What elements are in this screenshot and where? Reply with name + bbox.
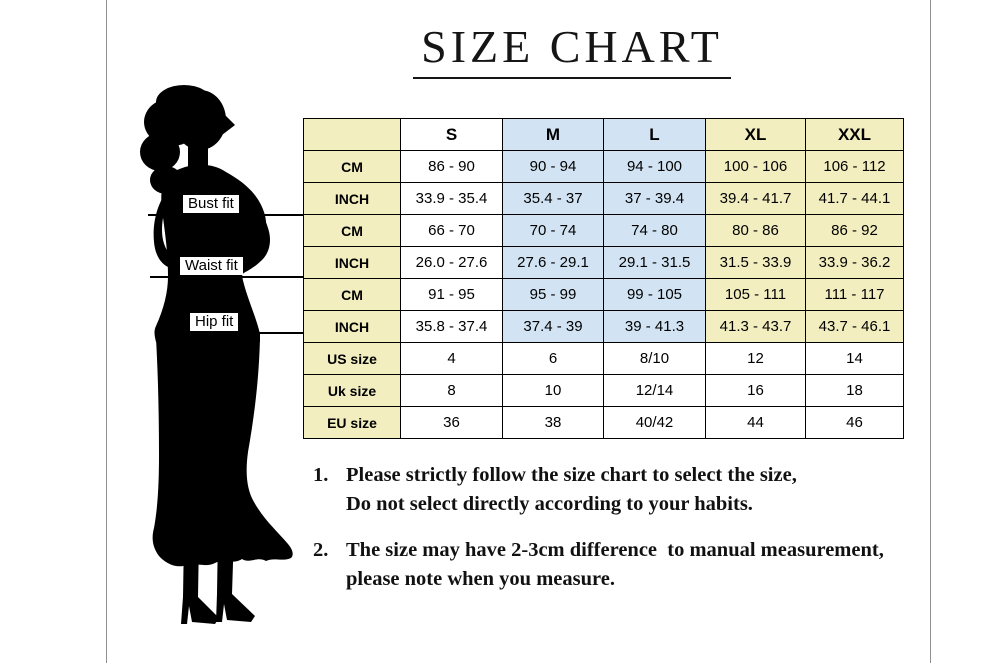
size-cell: 99 - 105 bbox=[603, 278, 706, 311]
note-item-2: 2. The size may have 2-3cm difference to… bbox=[313, 536, 978, 594]
table-row-eu-size: EU size 36 38 40/42 44 46 bbox=[303, 406, 904, 439]
size-cell: 39.4 - 41.7 bbox=[705, 182, 806, 215]
size-cell: 8 bbox=[400, 374, 503, 407]
size-cell: 80 - 86 bbox=[705, 214, 806, 247]
row-label: INCH bbox=[303, 310, 401, 343]
title-underline bbox=[413, 77, 731, 79]
table-row-hip-cm: CM 91 - 95 95 - 99 99 - 105 105 - 111 11… bbox=[303, 278, 904, 311]
header-cell-l: L bbox=[603, 118, 706, 151]
note-text-line: Do not select directly according to your… bbox=[346, 493, 753, 515]
size-cell: 70 - 74 bbox=[502, 214, 604, 247]
right-border-line bbox=[930, 0, 931, 663]
size-cell: 94 - 100 bbox=[603, 150, 706, 183]
size-notes: 1. Please strictly follow the size chart… bbox=[313, 461, 978, 611]
table-row-us-size: US size 4 6 8/10 12 14 bbox=[303, 342, 904, 375]
row-label: CM bbox=[303, 150, 401, 183]
size-cell: 111 - 117 bbox=[805, 278, 904, 311]
size-cell: 36 bbox=[400, 406, 503, 439]
size-cell: 31.5 - 33.9 bbox=[705, 246, 806, 279]
table-row-bust-cm: CM 86 - 90 90 - 94 94 - 100 100 - 106 10… bbox=[303, 150, 904, 183]
size-cell: 106 - 112 bbox=[805, 150, 904, 183]
size-cell: 37 - 39.4 bbox=[603, 182, 706, 215]
note-item-1: 1. Please strictly follow the size chart… bbox=[313, 461, 978, 519]
size-cell: 12 bbox=[705, 342, 806, 375]
hip-fit-line bbox=[162, 332, 304, 334]
header-cell-xxl: XXL bbox=[805, 118, 904, 151]
size-cell: 33.9 - 36.2 bbox=[805, 246, 904, 279]
size-cell: 4 bbox=[400, 342, 503, 375]
row-label: US size bbox=[303, 342, 401, 375]
size-cell: 66 - 70 bbox=[400, 214, 503, 247]
size-cell: 38 bbox=[502, 406, 604, 439]
note-text-line: please note when you measure. bbox=[346, 568, 615, 590]
table-row-hip-inch: INCH 35.8 - 37.4 37.4 - 39 39 - 41.3 41.… bbox=[303, 310, 904, 343]
size-cell: 90 - 94 bbox=[502, 150, 604, 183]
size-cell: 39 - 41.3 bbox=[603, 310, 706, 343]
size-cell: 35.4 - 37 bbox=[502, 182, 604, 215]
size-cell: 29.1 - 31.5 bbox=[603, 246, 706, 279]
row-label: INCH bbox=[303, 182, 401, 215]
page-title: SIZE CHART bbox=[340, 22, 804, 79]
table-row-waist-inch: INCH 26.0 - 27.6 27.6 - 29.1 29.1 - 31.5… bbox=[303, 246, 904, 279]
size-cell: 43.7 - 46.1 bbox=[805, 310, 904, 343]
header-cell-xl: XL bbox=[705, 118, 806, 151]
header-cell-empty bbox=[303, 118, 401, 151]
note-number: 1. bbox=[313, 464, 329, 486]
size-cell: 33.9 - 35.4 bbox=[400, 182, 503, 215]
size-cell: 105 - 111 bbox=[705, 278, 806, 311]
note-text-line: Please strictly follow the size chart to… bbox=[346, 464, 797, 486]
hip-fit-label: Hip fit bbox=[190, 313, 239, 331]
size-cell: 100 - 106 bbox=[705, 150, 806, 183]
size-chart-table: S M L XL XXL CM 86 - 90 90 - 94 94 - 100… bbox=[303, 118, 904, 439]
woman-silhouette bbox=[126, 82, 314, 634]
header-cell-s: S bbox=[400, 118, 503, 151]
size-cell: 18 bbox=[805, 374, 904, 407]
size-cell: 35.8 - 37.4 bbox=[400, 310, 503, 343]
table-row-bust-inch: INCH 33.9 - 35.4 35.4 - 37 37 - 39.4 39.… bbox=[303, 182, 904, 215]
size-cell: 91 - 95 bbox=[400, 278, 503, 311]
size-cell: 6 bbox=[502, 342, 604, 375]
size-cell: 12/14 bbox=[603, 374, 706, 407]
bust-fit-label: Bust fit bbox=[183, 195, 239, 213]
left-border-line bbox=[106, 0, 107, 663]
header-cell-m: M bbox=[502, 118, 604, 151]
size-cell: 44 bbox=[705, 406, 806, 439]
row-label: CM bbox=[303, 214, 401, 247]
size-cell: 86 - 92 bbox=[805, 214, 904, 247]
size-cell: 41.7 - 44.1 bbox=[805, 182, 904, 215]
size-cell: 40/42 bbox=[603, 406, 706, 439]
row-label: Uk size bbox=[303, 374, 401, 407]
size-cell: 8/10 bbox=[603, 342, 706, 375]
table-row-waist-cm: CM 66 - 70 70 - 74 74 - 80 80 - 86 86 - … bbox=[303, 214, 904, 247]
note-text-line: The size may have 2-3cm difference to ma… bbox=[346, 539, 884, 561]
size-cell: 26.0 - 27.6 bbox=[400, 246, 503, 279]
size-cell: 41.3 - 43.7 bbox=[705, 310, 806, 343]
row-label: CM bbox=[303, 278, 401, 311]
size-cell: 86 - 90 bbox=[400, 150, 503, 183]
table-header-row: S M L XL XXL bbox=[303, 118, 904, 151]
size-cell: 37.4 - 39 bbox=[502, 310, 604, 343]
table-row-uk-size: Uk size 8 10 12/14 16 18 bbox=[303, 374, 904, 407]
waist-fit-label: Waist fit bbox=[180, 257, 243, 275]
note-number: 2. bbox=[313, 539, 329, 561]
waist-fit-line bbox=[150, 276, 304, 278]
size-cell: 27.6 - 29.1 bbox=[502, 246, 604, 279]
size-cell: 10 bbox=[502, 374, 604, 407]
size-cell: 16 bbox=[705, 374, 806, 407]
size-cell: 95 - 99 bbox=[502, 278, 604, 311]
size-cell: 74 - 80 bbox=[603, 214, 706, 247]
row-label: INCH bbox=[303, 246, 401, 279]
size-cell: 14 bbox=[805, 342, 904, 375]
bust-fit-line bbox=[148, 214, 304, 216]
size-cell: 46 bbox=[805, 406, 904, 439]
page-title-text: SIZE CHART bbox=[421, 21, 723, 72]
row-label: EU size bbox=[303, 406, 401, 439]
